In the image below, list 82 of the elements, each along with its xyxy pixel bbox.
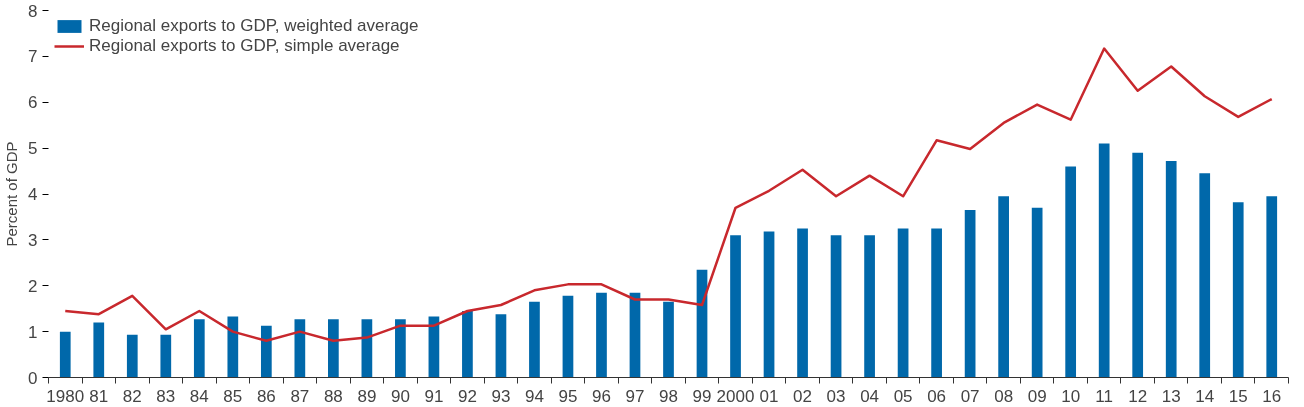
bar xyxy=(294,319,306,378)
x-tick-label: 84 xyxy=(189,386,209,406)
bar xyxy=(830,235,842,378)
x-tick-label: 81 xyxy=(89,386,109,406)
x-tick-label: 89 xyxy=(357,386,377,406)
y-axis-title: Percent of GDP xyxy=(3,141,21,247)
bar xyxy=(596,292,607,378)
y-tick-label: 7 xyxy=(28,47,38,67)
y-tick-label: 8 xyxy=(28,1,38,21)
bar xyxy=(227,316,239,378)
x-tick-label: 02 xyxy=(793,386,813,406)
x-tick-label: 14 xyxy=(1195,386,1215,406)
x-tick-label: 97 xyxy=(625,386,645,406)
bar xyxy=(126,334,138,378)
y-tick-label: 2 xyxy=(28,276,38,296)
x-tick-label: 87 xyxy=(290,386,310,406)
x-tick-label: 10 xyxy=(1061,386,1081,406)
legend-label: Regional exports to GDP, weighted average xyxy=(89,16,419,36)
bar xyxy=(59,331,71,378)
bar xyxy=(1165,160,1177,378)
bar xyxy=(495,314,507,378)
x-tick-label: 01 xyxy=(759,386,779,406)
y-tick-label: 6 xyxy=(28,93,38,113)
bar xyxy=(1199,173,1211,378)
x-tick-label: 12 xyxy=(1128,386,1148,406)
x-tick-label: 94 xyxy=(524,386,544,406)
x-tick-label: 04 xyxy=(860,386,880,406)
bar xyxy=(562,295,574,378)
x-tick-label: 13 xyxy=(1161,386,1181,406)
bar xyxy=(797,228,808,378)
x-tick-label: 90 xyxy=(390,386,410,406)
bar xyxy=(663,301,674,378)
x-tick-label: 2000 xyxy=(716,386,755,406)
y-tick-label: 5 xyxy=(28,139,38,159)
x-tick-label: 82 xyxy=(122,386,142,406)
bar xyxy=(529,301,540,378)
x-tick-label: 11 xyxy=(1095,386,1114,406)
bar xyxy=(1065,166,1077,378)
bar xyxy=(260,325,272,378)
x-tick-label: 91 xyxy=(424,386,444,406)
x-tick-label: 95 xyxy=(558,386,578,406)
bar xyxy=(328,319,339,378)
bar xyxy=(998,196,1009,378)
x-tick-label: 86 xyxy=(256,386,276,406)
x-tick-label: 05 xyxy=(893,386,913,406)
x-tick-label: 06 xyxy=(927,386,947,406)
y-tick-label: 1 xyxy=(28,322,38,342)
bar xyxy=(1266,196,1278,378)
x-tick-label: 96 xyxy=(592,386,611,406)
bar xyxy=(1031,207,1043,378)
bar xyxy=(864,235,875,378)
x-tick-label: 09 xyxy=(1027,386,1047,406)
x-tick-label: 83 xyxy=(156,386,176,406)
y-tick-label: 0 xyxy=(28,368,38,388)
x-tick-label: 99 xyxy=(692,386,712,406)
bar xyxy=(395,319,406,378)
bar xyxy=(763,231,775,378)
bar xyxy=(462,310,473,378)
x-tick-label: 07 xyxy=(960,386,980,406)
bar xyxy=(1132,152,1144,378)
x-tick-label: 15 xyxy=(1228,386,1248,406)
bar xyxy=(193,319,205,378)
x-tick-label: 93 xyxy=(491,386,511,406)
bar xyxy=(897,228,909,378)
bar xyxy=(964,210,976,378)
y-tick-label: 3 xyxy=(28,230,38,250)
y-tick-label: 4 xyxy=(28,185,38,204)
bar xyxy=(730,235,741,378)
bar xyxy=(1098,143,1110,378)
bar xyxy=(1232,202,1244,378)
x-tick-label: 85 xyxy=(223,386,243,406)
x-tick-label: 16 xyxy=(1262,386,1282,406)
x-tick-label: 03 xyxy=(826,386,846,406)
x-tick-label: 08 xyxy=(994,386,1014,406)
x-tick-label: 92 xyxy=(457,386,477,406)
bar xyxy=(931,228,942,378)
legend-label: Regional exports to GDP, simple average xyxy=(89,36,400,56)
x-tick-label: 98 xyxy=(659,386,678,406)
x-tick-label: 1980 xyxy=(46,386,85,406)
x-tick-label: 88 xyxy=(323,386,343,406)
bar xyxy=(160,334,172,378)
bar xyxy=(93,322,105,378)
